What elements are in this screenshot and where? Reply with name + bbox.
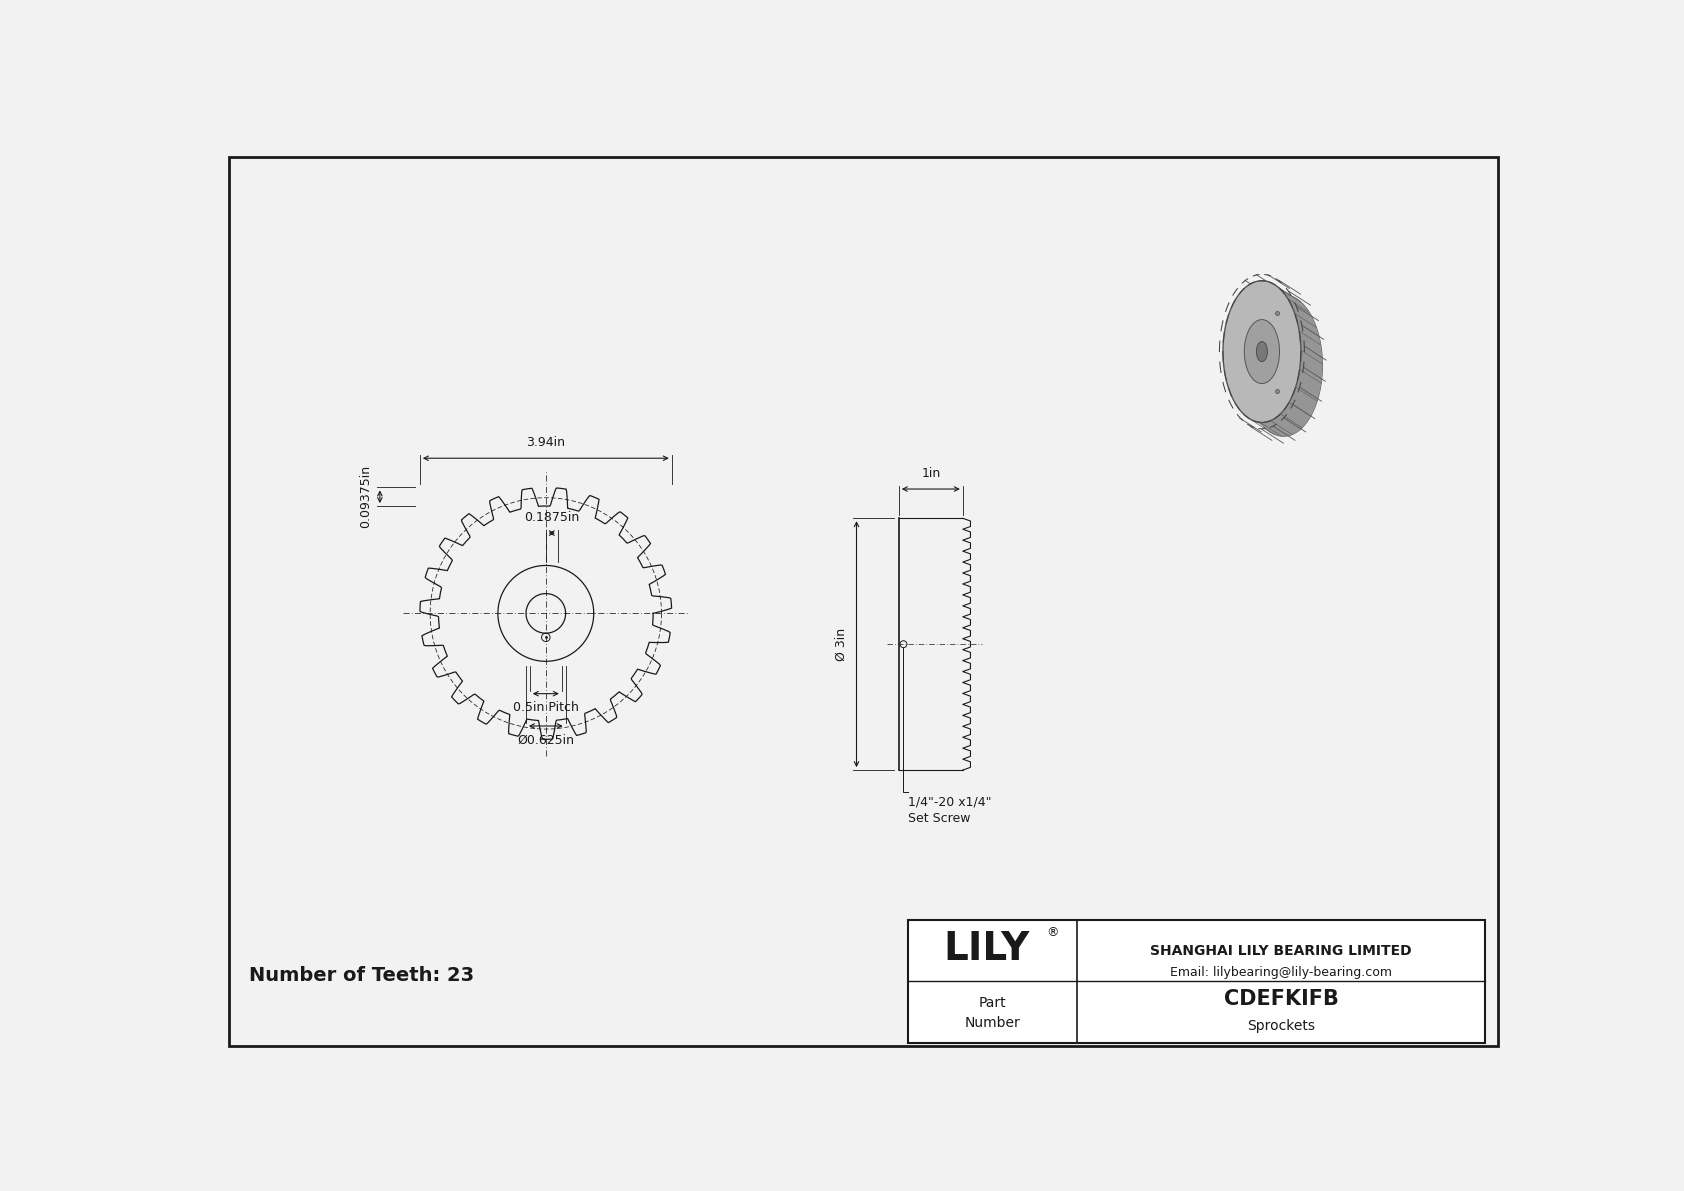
Ellipse shape	[1256, 342, 1268, 362]
Text: SHANGHAI LILY BEARING LIMITED: SHANGHAI LILY BEARING LIMITED	[1150, 943, 1411, 958]
Polygon shape	[1297, 322, 1320, 339]
Polygon shape	[1287, 295, 1308, 312]
Text: ®: ®	[1046, 925, 1059, 939]
Polygon shape	[1273, 285, 1298, 299]
Polygon shape	[1276, 416, 1300, 431]
Polygon shape	[1290, 399, 1312, 416]
Polygon shape	[1298, 329, 1320, 347]
Text: Part
Number: Part Number	[965, 996, 1021, 1029]
Polygon shape	[1300, 337, 1322, 355]
Text: 0.09375in: 0.09375in	[359, 466, 372, 529]
Polygon shape	[1300, 349, 1322, 368]
Polygon shape	[1297, 378, 1320, 395]
Polygon shape	[1292, 304, 1314, 322]
Polygon shape	[1300, 345, 1322, 363]
Text: Sprockets: Sprockets	[1248, 1018, 1315, 1033]
Polygon shape	[1271, 419, 1295, 434]
Text: Number of Teeth: 23: Number of Teeth: 23	[249, 966, 475, 985]
Text: 0.5in Pitch: 0.5in Pitch	[514, 701, 579, 715]
Polygon shape	[1260, 423, 1285, 436]
Text: 0.1875in: 0.1875in	[524, 511, 579, 524]
Text: 3.94in: 3.94in	[527, 436, 566, 449]
Text: Ø 3in: Ø 3in	[834, 628, 847, 661]
Polygon shape	[1292, 393, 1315, 410]
Ellipse shape	[1244, 319, 1280, 384]
Text: 1/4"-20 x1/4"
Set Screw: 1/4"-20 x1/4" Set Screw	[908, 796, 992, 824]
Text: Email: lilybearing@lily-bearing.com: Email: lilybearing@lily-bearing.com	[1170, 966, 1393, 979]
Polygon shape	[1260, 281, 1285, 294]
Polygon shape	[1300, 366, 1322, 384]
Polygon shape	[1300, 357, 1322, 376]
Polygon shape	[1298, 370, 1320, 388]
Polygon shape	[1271, 283, 1295, 298]
Polygon shape	[1292, 307, 1315, 325]
Polygon shape	[1266, 281, 1292, 295]
Polygon shape	[1283, 293, 1307, 310]
Polygon shape	[1295, 386, 1317, 403]
Ellipse shape	[1244, 294, 1322, 436]
Polygon shape	[1276, 286, 1300, 301]
Polygon shape	[1278, 287, 1302, 303]
Polygon shape	[1258, 422, 1282, 436]
Polygon shape	[1283, 407, 1307, 424]
Polygon shape	[1266, 422, 1292, 436]
Polygon shape	[1293, 389, 1317, 406]
Text: 1in: 1in	[921, 467, 940, 480]
Polygon shape	[1263, 423, 1287, 436]
Polygon shape	[1280, 412, 1303, 428]
Polygon shape	[1282, 410, 1305, 426]
Polygon shape	[1280, 289, 1303, 305]
Polygon shape	[1270, 282, 1293, 297]
Text: CDEFKIFB: CDEFKIFB	[1224, 990, 1339, 1009]
Polygon shape	[1300, 362, 1322, 380]
Polygon shape	[1298, 325, 1320, 343]
Polygon shape	[1258, 281, 1282, 295]
Polygon shape	[1256, 422, 1280, 436]
Polygon shape	[1293, 311, 1317, 328]
Polygon shape	[1278, 414, 1302, 430]
Polygon shape	[1265, 422, 1288, 436]
Polygon shape	[1270, 420, 1293, 435]
Polygon shape	[1300, 354, 1322, 372]
Polygon shape	[1300, 333, 1322, 351]
Text: LILY: LILY	[943, 930, 1029, 968]
Bar	[908, 919, 1485, 1043]
Polygon shape	[1265, 281, 1288, 295]
Polygon shape	[1256, 281, 1280, 295]
Polygon shape	[1273, 418, 1298, 432]
Polygon shape	[1287, 405, 1308, 422]
Ellipse shape	[1223, 281, 1300, 423]
Polygon shape	[1290, 301, 1312, 318]
Polygon shape	[1295, 314, 1317, 331]
Polygon shape	[1282, 291, 1305, 307]
Polygon shape	[1288, 299, 1310, 316]
Polygon shape	[1297, 318, 1319, 336]
Polygon shape	[1288, 401, 1310, 419]
Polygon shape	[1298, 374, 1320, 392]
Text: Ø0.625in: Ø0.625in	[517, 734, 574, 747]
Polygon shape	[1263, 281, 1287, 295]
Polygon shape	[1292, 395, 1314, 413]
Polygon shape	[1300, 342, 1322, 360]
Polygon shape	[1297, 382, 1319, 399]
